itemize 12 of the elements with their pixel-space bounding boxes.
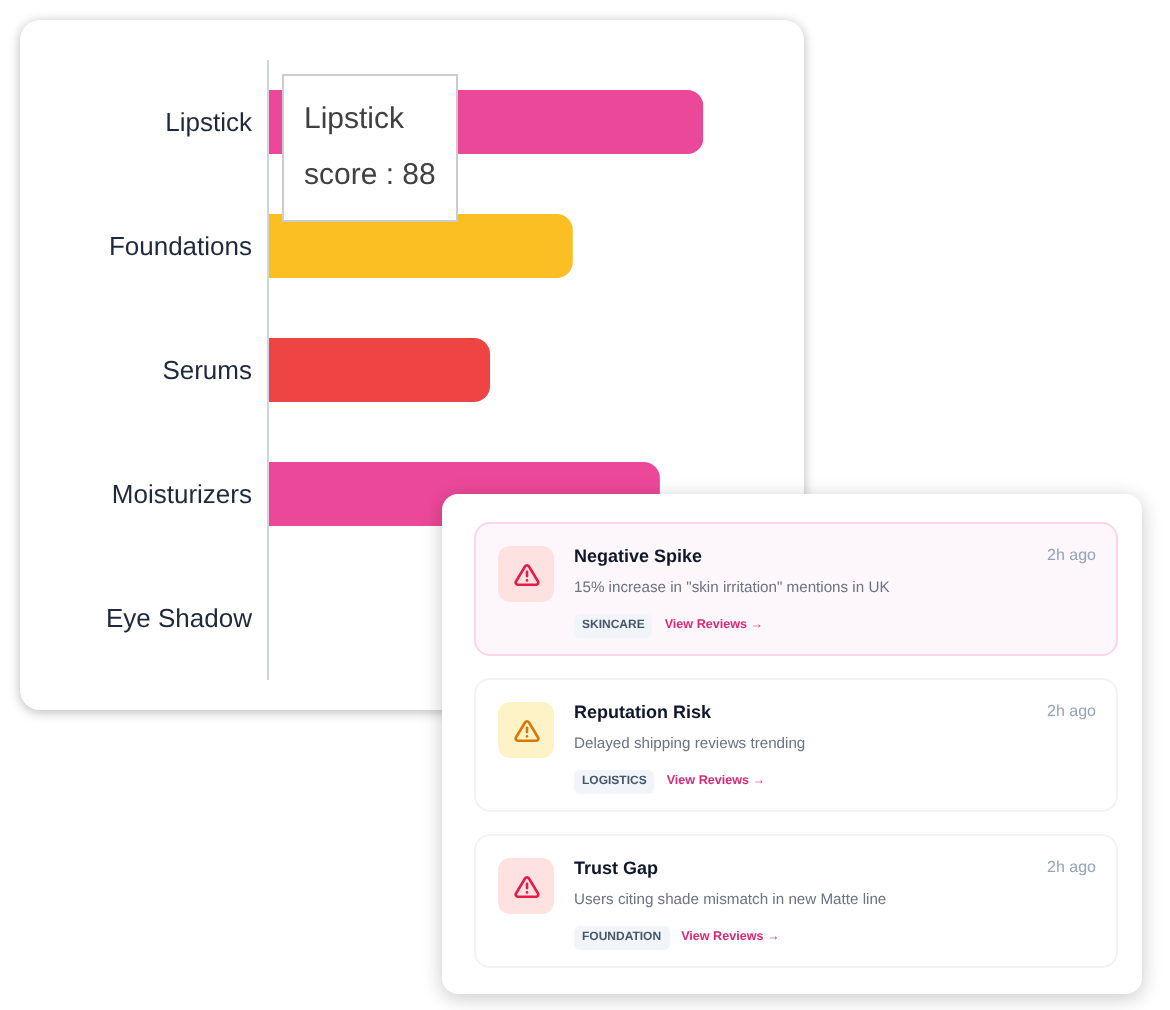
y-tick-label: Lipstick [165,107,253,138]
y-tick-label: Eye Shadow [106,603,254,634]
y-tick-label: Foundations [108,231,253,262]
annotation: score : 88 [304,158,436,192]
annotation: Lipstick [304,102,405,136]
bar [268,214,573,278]
text: 2h ago [1047,546,1096,564]
annotation: Negative Spike [574,546,703,566]
bar [268,338,491,402]
y-tick-label: Moisturizers [111,479,253,510]
tooltip-box: Lipstick score : 88 [282,74,458,222]
y-tick-label: Serums [162,355,253,386]
